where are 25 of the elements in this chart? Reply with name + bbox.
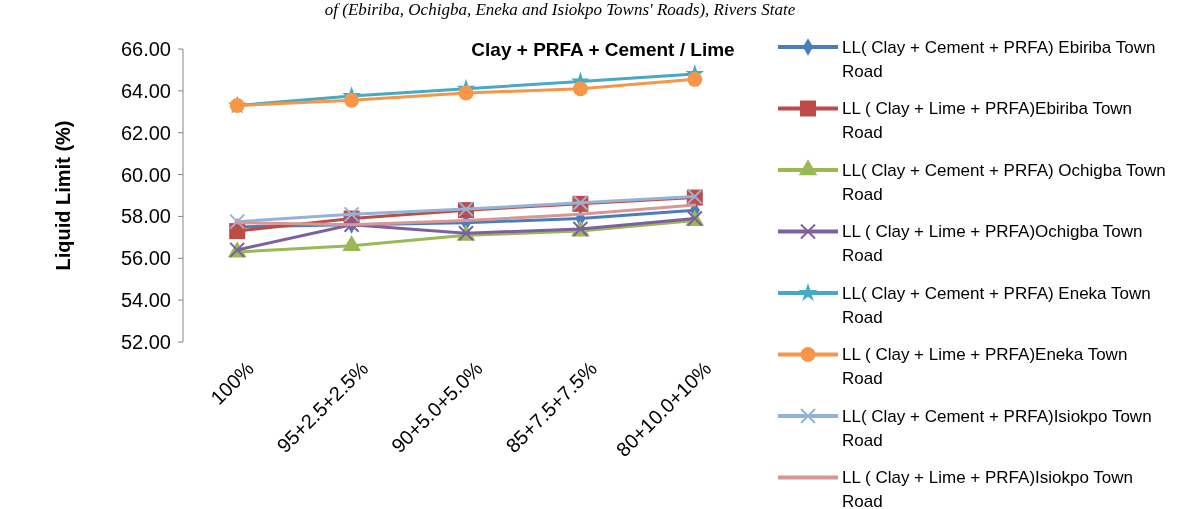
- legend-label: LL( Clay + Cement + PRFA) Ochigba Town Road: [842, 160, 1166, 204]
- legend-label: LL( Clay + Cement + PRFA) Eneka Town Road: [842, 283, 1151, 327]
- chart-title: Clay + PRFA + Cement / Lime: [471, 39, 735, 60]
- legend-label: LL ( Clay + Lime + PRFA)Eneka Town Road: [842, 345, 1128, 389]
- point: [343, 206, 360, 223]
- legend-label: LL ( Clay + Lime + PRFA)Ebiriba Town Road: [842, 99, 1133, 143]
- point: [572, 81, 588, 97]
- y-tick-label: 60.00: [120, 163, 171, 186]
- legend-label: LL ( Clay + Lime + PRFA)Ochigba Town Road: [842, 222, 1143, 266]
- chart-subtitle: of (Ebiriba, Ochigba, Eneka and Isiokpo Towns' Roads), Rivers State: [324, 0, 796, 19]
- y-tick-label: 56.00: [120, 247, 171, 270]
- y-axis-title: Liquid Limit (%): [52, 120, 74, 271]
- y-tick-label: 64.00: [120, 79, 171, 102]
- y-tick-label: 66.00: [120, 38, 171, 60]
- point: [229, 213, 246, 230]
- y-tick-label: 62.00: [120, 121, 171, 144]
- point: [458, 85, 474, 101]
- legend-label: LL( Clay + Cement + PRFA)Isiokpo Town Road: [842, 406, 1152, 450]
- legend-label: LL ( Clay + Lime + PRFA)Isiokpo Town Road: [842, 468, 1134, 509]
- y-tick-label: 52.00: [120, 331, 171, 353]
- point: [687, 71, 703, 87]
- point: [344, 92, 360, 108]
- legend-label: LL( Clay + Cement + PRFA) Ebiriba Town Road: [842, 37, 1156, 81]
- y-tick-label: 58.00: [120, 205, 171, 228]
- y-tick-label: 54.00: [120, 289, 171, 312]
